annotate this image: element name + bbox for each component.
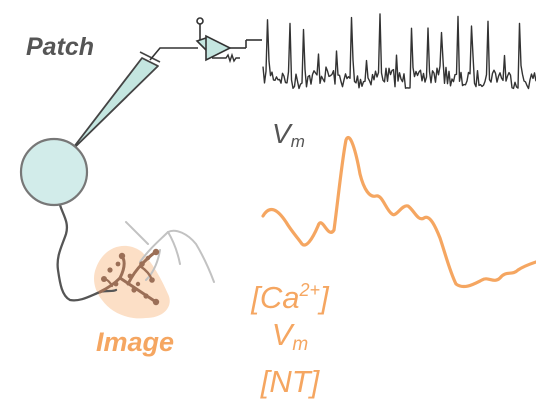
image-label: Image [96,327,175,357]
neurotransmitter-label: [NT] [260,364,320,399]
dendritic-spines [101,248,160,306]
voltage-base: V [271,317,293,352]
readout-labels: [Ca2+] Vm [NT] [238,272,342,400]
voltage-subscript: m [292,334,309,355]
calcium-close: ] [320,280,329,315]
voltage-label: Vm [238,316,342,363]
calcium-label: [Ca2+] [238,272,342,316]
vm-subscript: m [290,132,305,151]
neuron-recording-diagram [19,13,536,319]
membrane-voltage-trace [262,13,536,90]
calcium-open: [Ca [251,280,300,315]
fluorescence-trace [261,136,536,289]
amplifier-icon [195,17,262,62]
ground-icon [212,52,240,64]
vm-trace-label: Vm [272,118,305,152]
vm-base: V [272,118,291,149]
soma [19,137,89,207]
patch-label: Patch [26,33,95,61]
patch-pipette [69,47,198,153]
calcium-charge: 2+ [299,280,321,300]
distal-dendrites [125,221,215,283]
